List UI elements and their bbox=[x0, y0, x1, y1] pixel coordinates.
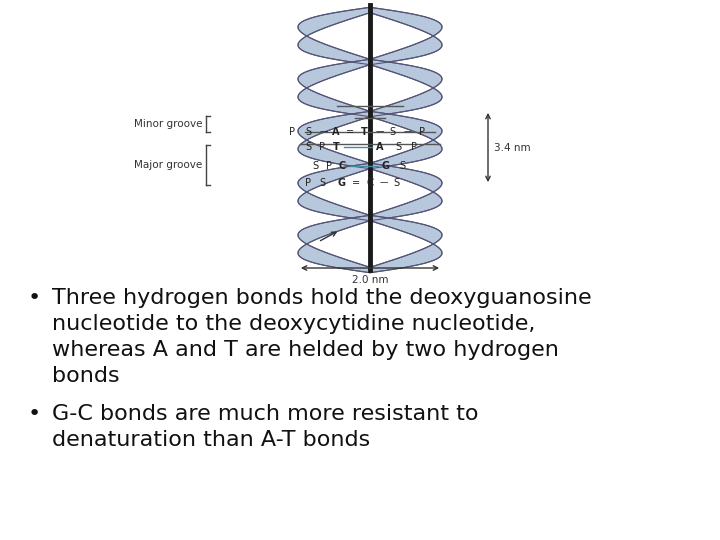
Text: G: G bbox=[382, 161, 390, 171]
Text: =: = bbox=[346, 127, 354, 137]
Text: 2.0 nm: 2.0 nm bbox=[352, 275, 388, 285]
Text: P: P bbox=[411, 142, 417, 152]
Text: A: A bbox=[332, 127, 340, 137]
Text: —: — bbox=[404, 127, 412, 137]
Polygon shape bbox=[298, 111, 370, 168]
Text: P: P bbox=[305, 178, 311, 188]
Text: nucleotide to the deoxycytidine nucleotide,: nucleotide to the deoxycytidine nucleoti… bbox=[52, 314, 536, 334]
Polygon shape bbox=[298, 8, 370, 65]
Text: Major groove: Major groove bbox=[134, 160, 202, 170]
Text: P: P bbox=[326, 161, 332, 171]
Text: C: C bbox=[338, 161, 346, 171]
Text: S: S bbox=[399, 161, 405, 171]
Polygon shape bbox=[370, 215, 442, 273]
Polygon shape bbox=[298, 163, 370, 221]
Text: bonds: bonds bbox=[52, 366, 120, 386]
Text: 3.4 nm: 3.4 nm bbox=[494, 143, 531, 153]
Text: —: — bbox=[380, 179, 388, 187]
Polygon shape bbox=[370, 59, 442, 117]
Text: —: — bbox=[376, 127, 384, 137]
Polygon shape bbox=[370, 8, 442, 65]
Polygon shape bbox=[298, 215, 370, 273]
Text: —: — bbox=[320, 127, 328, 137]
Text: •: • bbox=[28, 404, 41, 424]
Text: T: T bbox=[361, 127, 367, 137]
Text: S: S bbox=[319, 178, 325, 188]
Text: G-C bonds are much more resistant to: G-C bonds are much more resistant to bbox=[52, 404, 479, 424]
Polygon shape bbox=[298, 59, 370, 117]
Text: A: A bbox=[377, 142, 384, 152]
Text: =: = bbox=[352, 178, 360, 188]
Text: S: S bbox=[395, 142, 401, 152]
Text: denaturation than A-T bonds: denaturation than A-T bonds bbox=[52, 430, 370, 450]
Text: C: C bbox=[366, 178, 374, 188]
Text: S: S bbox=[312, 161, 318, 171]
Text: S: S bbox=[305, 142, 311, 152]
Text: Three hydrogen bonds hold the deoxyguanosine: Three hydrogen bonds hold the deoxyguano… bbox=[52, 288, 592, 308]
Text: P: P bbox=[289, 127, 295, 137]
Text: Minor groove: Minor groove bbox=[133, 119, 202, 129]
Text: P: P bbox=[319, 142, 325, 152]
Polygon shape bbox=[370, 111, 442, 168]
Text: T: T bbox=[333, 142, 339, 152]
Text: P: P bbox=[419, 127, 425, 137]
Text: S: S bbox=[393, 178, 399, 188]
Text: G: G bbox=[338, 178, 346, 188]
Text: whereas A and T are helded by two hydrogen: whereas A and T are helded by two hydrog… bbox=[52, 340, 559, 360]
Polygon shape bbox=[370, 163, 442, 221]
Text: S: S bbox=[389, 127, 395, 137]
Text: S: S bbox=[305, 127, 311, 137]
Text: •: • bbox=[28, 288, 41, 308]
